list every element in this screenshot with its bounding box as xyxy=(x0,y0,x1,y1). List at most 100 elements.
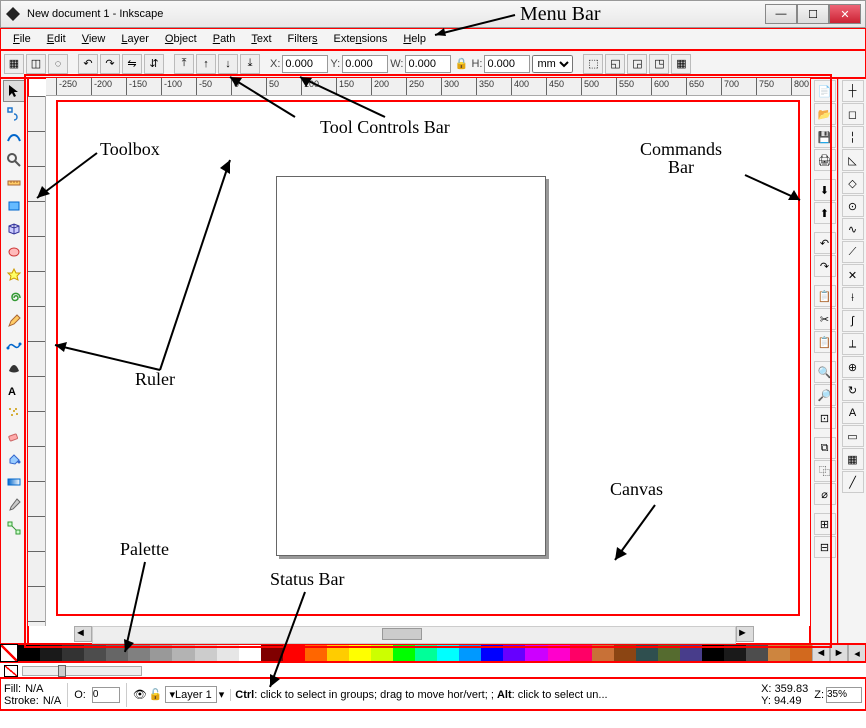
dropper-tool[interactable] xyxy=(3,494,25,516)
snap-rotation-icon[interactable]: ↻ xyxy=(842,379,864,401)
gradient-tool[interactable] xyxy=(3,471,25,493)
color-swatch[interactable] xyxy=(62,644,84,662)
lock-icon[interactable]: 🔒 xyxy=(453,56,469,72)
zoom-tool[interactable] xyxy=(3,149,25,171)
minimize-button[interactable]: — xyxy=(765,4,797,24)
snap-intersect-icon[interactable]: ✕ xyxy=(842,264,864,286)
tweak-tool[interactable] xyxy=(3,126,25,148)
color-swatch[interactable] xyxy=(548,644,570,662)
new-doc-icon[interactable]: 📄 xyxy=(814,80,836,102)
rotate-cw-icon[interactable]: ↷ xyxy=(100,54,120,74)
color-swatch[interactable] xyxy=(570,644,592,662)
affect-pattern-icon[interactable]: ▦ xyxy=(671,54,691,74)
maximize-button[interactable]: ☐ xyxy=(797,4,829,24)
color-swatch[interactable] xyxy=(128,644,150,662)
snap-edge-icon[interactable]: ╎ xyxy=(842,126,864,148)
cut-icon[interactable]: ✂ xyxy=(814,308,836,330)
flip-h-icon[interactable]: ⇋ xyxy=(122,54,142,74)
undo-icon[interactable]: ↶ xyxy=(814,232,836,254)
snap-enable-icon[interactable]: ┼ xyxy=(842,80,864,102)
select-all-layers-icon[interactable]: ▦ xyxy=(4,54,24,74)
spiral-tool[interactable] xyxy=(3,287,25,309)
zoom-sel-icon[interactable]: 🔍 xyxy=(814,361,836,383)
color-swatch[interactable] xyxy=(327,644,349,662)
color-swatch[interactable] xyxy=(525,644,547,662)
layer-visibility-icon[interactable]: 👁 xyxy=(133,688,147,701)
color-swatch[interactable] xyxy=(592,644,614,662)
pencil-tool[interactable] xyxy=(3,310,25,332)
snap-text-icon[interactable]: A xyxy=(842,402,864,424)
color-swatch[interactable] xyxy=(172,644,194,662)
palette-scroll-left-icon[interactable]: ◄ xyxy=(812,644,830,662)
color-swatch[interactable] xyxy=(283,644,305,662)
layer-menu-icon[interactable]: ▾ xyxy=(219,688,225,701)
redo-icon[interactable]: ↷ xyxy=(814,255,836,277)
color-swatch[interactable] xyxy=(481,644,503,662)
scroll-right-icon[interactable]: ► xyxy=(736,626,754,642)
copy-icon[interactable]: 📋 xyxy=(814,285,836,307)
color-swatch[interactable] xyxy=(680,644,702,662)
menu-edit[interactable]: Edit xyxy=(39,31,74,47)
connector-tool[interactable] xyxy=(3,517,25,539)
color-swatch[interactable] xyxy=(195,644,217,662)
snap-corner-icon[interactable]: ◺ xyxy=(842,149,864,171)
ungroup-icon[interactable]: ⊟ xyxy=(814,536,836,558)
group-icon[interactable]: ⊞ xyxy=(814,513,836,535)
snap-midpoint-icon[interactable]: ◇ xyxy=(842,172,864,194)
color-swatch[interactable] xyxy=(305,644,327,662)
color-swatch[interactable] xyxy=(371,644,393,662)
color-swatch[interactable] xyxy=(217,644,239,662)
opacity-input[interactable] xyxy=(92,687,120,703)
save-icon[interactable]: 💾 xyxy=(814,126,836,148)
menu-path[interactable]: Path xyxy=(205,31,244,47)
menu-extensions[interactable]: Extensions xyxy=(326,31,396,47)
color-swatch[interactable] xyxy=(150,644,172,662)
unlink-icon[interactable]: ⌀ xyxy=(814,483,836,505)
lower-bottom-icon[interactable]: ⤓ xyxy=(240,54,260,74)
color-swatch[interactable] xyxy=(415,644,437,662)
zoom-page-icon[interactable]: ⊡ xyxy=(814,407,836,429)
measure-tool[interactable] xyxy=(3,172,25,194)
color-swatch[interactable] xyxy=(106,644,128,662)
color-swatch[interactable] xyxy=(40,644,62,662)
menu-filters[interactable]: Filters xyxy=(280,31,326,47)
ellipse-tool[interactable] xyxy=(3,241,25,263)
color-swatch[interactable] xyxy=(658,644,680,662)
zoom-draw-icon[interactable]: 🔎 xyxy=(814,384,836,406)
color-swatch[interactable] xyxy=(636,644,658,662)
color-swatch[interactable] xyxy=(84,644,106,662)
x-input[interactable] xyxy=(282,55,328,73)
star-tool[interactable] xyxy=(3,264,25,286)
bezier-tool[interactable] xyxy=(3,333,25,355)
affect-scale-icon[interactable]: ◱ xyxy=(605,54,625,74)
snap-cusp-icon[interactable]: ⟊ xyxy=(842,287,864,309)
snap-smooth-icon[interactable]: ∫ xyxy=(842,310,864,332)
color-swatch[interactable] xyxy=(790,644,812,662)
export-icon[interactable]: ⬆ xyxy=(814,202,836,224)
color-swatch[interactable] xyxy=(393,644,415,662)
snap-grid-icon[interactable]: ▦ xyxy=(842,448,864,470)
snap-node-icon[interactable]: ∿ xyxy=(842,218,864,240)
menu-layer[interactable]: Layer xyxy=(113,31,157,47)
color-swatch[interactable] xyxy=(768,644,790,662)
snap-path-icon[interactable]: ⟋ xyxy=(842,241,864,263)
layer-lock-icon[interactable]: 🔓 xyxy=(149,688,163,701)
rotate-ccw-icon[interactable]: ↶ xyxy=(78,54,98,74)
menu-view[interactable]: View xyxy=(74,31,114,47)
spray-tool[interactable] xyxy=(3,402,25,424)
zoom-input[interactable] xyxy=(826,687,862,703)
no-color-swatch[interactable] xyxy=(0,644,18,662)
canvas[interactable] xyxy=(46,96,810,626)
text-tool[interactable]: A xyxy=(3,379,25,401)
import-icon[interactable]: ⬇ xyxy=(814,179,836,201)
calligraphy-tool[interactable] xyxy=(3,356,25,378)
unit-select[interactable]: mm xyxy=(532,55,573,73)
scroll-left-icon[interactable]: ◄ xyxy=(74,626,92,642)
close-button[interactable]: ✕ xyxy=(829,4,861,24)
snap-page-icon[interactable]: ▭ xyxy=(842,425,864,447)
menu-text[interactable]: Text xyxy=(243,31,279,47)
node-tool[interactable] xyxy=(3,103,25,125)
color-swatch[interactable] xyxy=(261,644,283,662)
paste-icon[interactable]: 📋 xyxy=(814,331,836,353)
horizontal-scrollbar[interactable]: ◄ ► xyxy=(28,626,810,644)
